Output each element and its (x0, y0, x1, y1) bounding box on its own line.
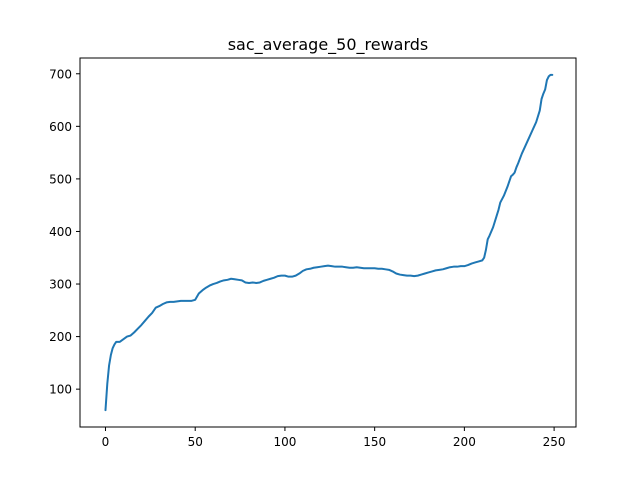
y-tick-label: 500 (49, 172, 72, 186)
x-tick-label: 0 (102, 435, 110, 449)
series-line (104, 73, 554, 412)
y-tick-label: 400 (49, 225, 72, 239)
x-tick-label: 250 (543, 435, 566, 449)
y-tick-label: 700 (49, 67, 72, 81)
y-tick-label: 200 (49, 330, 72, 344)
y-tick-label: 100 (49, 383, 72, 397)
y-axis-ticks: 100 200 300 400 500 600 700 (49, 67, 80, 397)
x-tick-label: 200 (453, 435, 476, 449)
y-tick-label: 300 (49, 278, 72, 292)
x-tick-label: 150 (363, 435, 386, 449)
x-tick-label: 100 (273, 435, 296, 449)
x-tick-label: 50 (188, 435, 203, 449)
y-tick-label: 600 (49, 120, 72, 134)
chart-title: sac_average_50_rewards (228, 35, 429, 55)
x-axis-ticks: 0 50 100 150 200 250 (102, 427, 566, 449)
axes-frame (79, 57, 577, 428)
